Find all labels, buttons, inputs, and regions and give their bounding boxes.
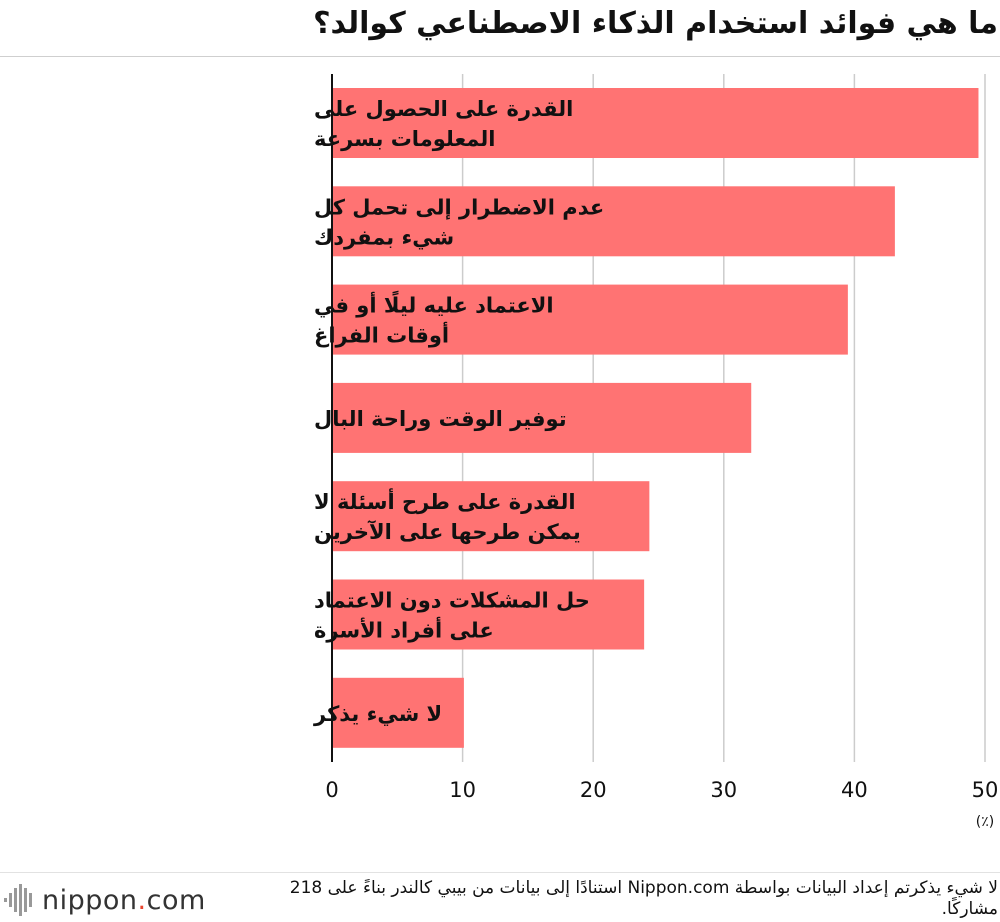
x-tick-label: 0 <box>325 778 338 802</box>
category-label: حل المشكلات دون الاعتماد <box>314 589 590 613</box>
bar <box>332 481 650 552</box>
x-axis-unit-label: (٪) <box>976 814 994 830</box>
nippon-logo[interactable]: nippon.com <box>4 882 206 918</box>
logo-text: nippon.com <box>42 885 206 916</box>
x-tick-label: 20 <box>580 778 607 802</box>
chart-title: ما هي فوائد استخدام الذكاء الاصطناعي كوا… <box>313 6 998 41</box>
tick-labels: 0 10 20 30 40 50 (٪) <box>325 778 998 830</box>
logo-bars-icon <box>4 884 32 916</box>
bar <box>332 186 895 257</box>
category-label: أوقات الفراغ <box>314 321 449 348</box>
bar-chart: القدرة على الحصول على المعلومات بسرعة عدم … <box>313 74 998 830</box>
logo-dot: . <box>137 884 147 916</box>
source-note: لا شيء يذكرتم إعداد البيانات بواسطة Nipp… <box>289 878 998 919</box>
bar <box>332 382 752 453</box>
category-label: عدم الاضطرار إلى تحمل كل <box>314 195 604 219</box>
category-label: لا شيء يذكر <box>313 702 442 726</box>
category-label: شيء بمفردك <box>314 225 454 249</box>
category-label: الاعتماد عليه ليلًا أو في <box>314 290 554 318</box>
footer-divider <box>0 872 1000 873</box>
bar <box>332 677 464 748</box>
category-labels: القدرة على الحصول على المعلومات بسرعة عدم … <box>313 97 604 726</box>
x-tick-label: 40 <box>841 778 868 802</box>
title-divider <box>0 56 1000 57</box>
x-tick-label: 50 <box>972 778 999 802</box>
category-label: توفير الوقت وراحة البال <box>314 407 567 431</box>
logo-suffix: com <box>146 884 206 916</box>
bar <box>332 579 645 650</box>
bar <box>332 284 848 355</box>
category-label: يمكن طرحها على الآخرين <box>314 520 581 544</box>
category-label: القدرة على طرح أسئلة لا <box>314 487 576 514</box>
category-label: على أفراد الأسرة <box>314 616 494 643</box>
category-label: القدرة على الحصول على <box>314 97 573 121</box>
x-tick-label: 10 <box>449 778 476 802</box>
category-label: المعلومات بسرعة <box>314 127 495 151</box>
bar <box>332 88 979 158</box>
logo-name: nippon <box>42 884 138 916</box>
bars <box>332 88 979 748</box>
x-tick-label: 30 <box>710 778 737 802</box>
